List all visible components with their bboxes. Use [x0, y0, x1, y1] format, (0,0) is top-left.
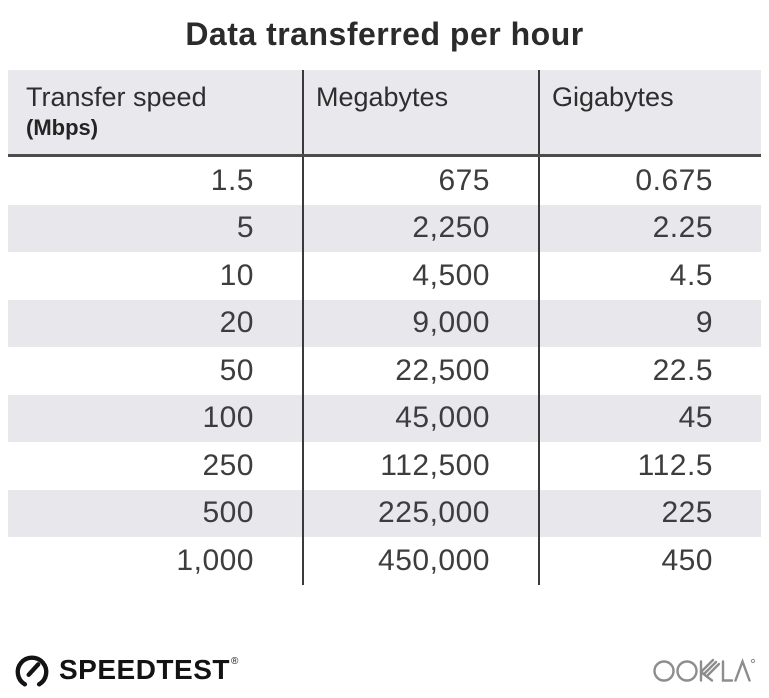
table-row: 250 112,500 112.5 [8, 442, 761, 490]
cell-transfer-speed: 5 [236, 211, 254, 245]
table-row: 10 4,500 4.5 [8, 252, 761, 300]
data-table: Transfer speed (Mbps) Megabytes Gigabyte… [8, 70, 761, 585]
cell-transfer-speed: 100 [202, 401, 254, 435]
header-gigabytes-label: Gigabytes [552, 82, 674, 112]
header-megabytes: Megabytes [302, 70, 538, 154]
cell-gigabytes: 2.25 [538, 204, 761, 252]
speedtest-logo: SPEEDTEST® [13, 652, 238, 690]
cell-megabytes: 112,500 [302, 442, 538, 490]
cell-gigabytes: 22.5 [538, 347, 761, 395]
cell-megabytes: 675 [302, 157, 538, 205]
cell-gigabytes: 0.675 [538, 157, 761, 205]
cell-transfer-speed: 250 [202, 448, 254, 482]
cell-gigabytes: 4.5 [538, 252, 761, 300]
cell-megabytes: 4,500 [302, 252, 538, 300]
table-row: 5 2,250 2.25 [8, 204, 761, 252]
cell-megabytes: 9,000 [302, 299, 538, 347]
cell-transfer-speed: 1.5 [210, 163, 254, 197]
table-row: 1,000 450,000 450 [8, 537, 761, 585]
cell-transfer-speed: 500 [202, 496, 254, 530]
cell-megabytes: 22,500 [302, 347, 538, 395]
speedtest-wordmark: SPEEDTEST® [59, 654, 239, 685]
table-body: 1.5 675 0.675 5 2,250 2.25 10 4,500 4.5 … [8, 157, 761, 585]
cell-megabytes: 45,000 [302, 394, 538, 442]
cell-transfer-speed: 1,000 [176, 543, 254, 577]
cell-transfer-speed: 50 [219, 353, 254, 387]
cell-gigabytes: 45 [538, 394, 761, 442]
cell-gigabytes: 225 [538, 489, 761, 537]
cell-megabytes: 225,000 [302, 489, 538, 537]
table-header-row: Transfer speed (Mbps) Megabytes Gigabyte… [8, 70, 761, 157]
header-gigabytes: Gigabytes [538, 70, 761, 154]
cell-megabytes: 450,000 [302, 537, 538, 585]
header-transfer-speed-unit: (Mbps) [26, 115, 99, 141]
cell-transfer-speed: 20 [219, 306, 254, 340]
table-row: 500 225,000 225 [8, 489, 761, 537]
page-title: Data transferred per hour [185, 16, 584, 52]
cell-megabytes: 2,250 [302, 204, 538, 252]
cell-gigabytes: 112.5 [538, 442, 761, 490]
header-transfer-speed: Transfer speed (Mbps) [8, 70, 302, 154]
table-row: 100 45,000 45 [8, 394, 761, 442]
ookla-wordmark-icon [653, 658, 756, 682]
ookla-logo [653, 655, 756, 689]
cell-gigabytes: 9 [538, 299, 761, 347]
table-row: 50 22,500 22.5 [8, 347, 761, 395]
header-transfer-speed-label: Transfer speed [26, 82, 207, 112]
cell-gigabytes: 450 [538, 537, 761, 585]
registered-trademark-icon: ® [230, 656, 239, 667]
cell-transfer-speed: 10 [219, 258, 254, 292]
table-row: 20 9,000 9 [8, 299, 761, 347]
header-megabytes-label: Megabytes [316, 82, 449, 112]
speedtest-gauge-icon [13, 652, 51, 690]
table-row: 1.5 675 0.675 [8, 157, 761, 205]
